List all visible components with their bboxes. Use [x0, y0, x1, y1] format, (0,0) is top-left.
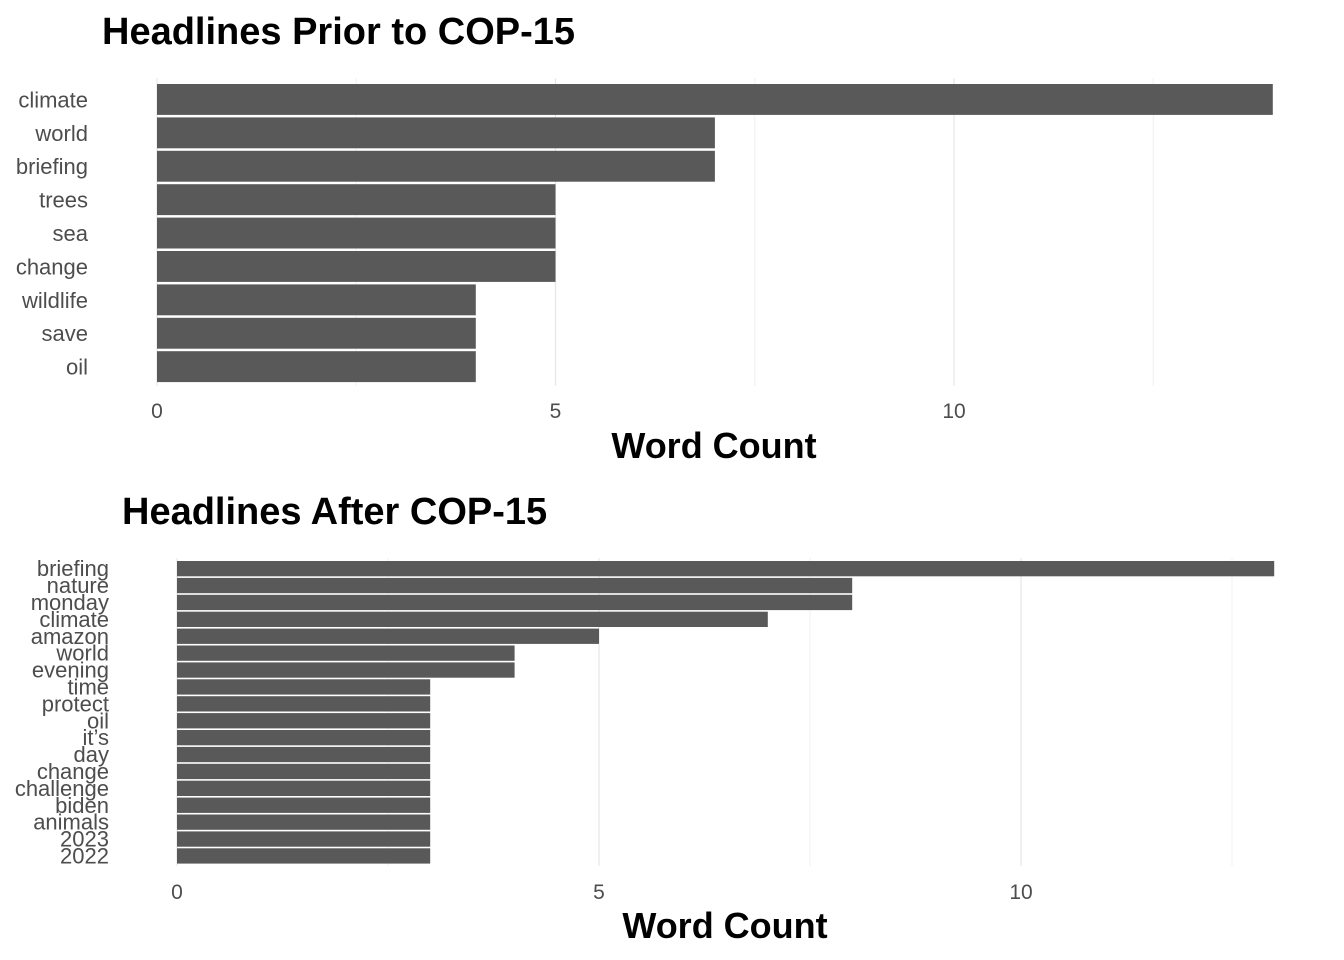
bar-world — [177, 645, 515, 661]
x-axis-label: Word Count — [611, 425, 816, 466]
bar-animals — [177, 814, 431, 830]
bar-save — [157, 317, 476, 349]
bar-evening — [177, 662, 515, 678]
category-label: animals — [33, 810, 109, 835]
x-axis-label: Word Count — [622, 905, 827, 946]
bar-wildlife — [157, 284, 476, 316]
bar-day — [177, 746, 431, 763]
bar-change — [177, 763, 431, 780]
bar-biden — [177, 797, 431, 813]
category-label: world — [55, 641, 109, 666]
bar-nature — [177, 577, 853, 594]
category-label: briefing — [16, 154, 88, 179]
bar-world — [157, 117, 715, 149]
bar-2023 — [177, 831, 431, 847]
category-label: time — [67, 675, 109, 700]
bar-2022 — [177, 848, 431, 864]
category-label: 2023 — [60, 827, 109, 852]
category-label: oil — [87, 708, 109, 733]
category-label: amazon — [31, 624, 109, 649]
x-tick-label: 5 — [593, 881, 605, 904]
bar-sea — [157, 217, 556, 249]
x-tick-label: 0 — [171, 881, 183, 904]
bar-trees — [157, 184, 556, 216]
bar-chart-prior: Headlines Prior to COP-15 climate world br… — [16, 11, 1273, 466]
bar-monday — [177, 594, 853, 611]
bar-protect — [177, 696, 431, 712]
chart-panel-prior: Headlines Prior to COP-15 climate world br… — [16, 11, 1273, 466]
category-label: 2022 — [60, 844, 109, 869]
bar-briefing — [157, 150, 715, 182]
category-label: change — [37, 759, 109, 784]
bar-climate — [157, 84, 1273, 115]
bar-climate — [177, 611, 768, 627]
chart-panel-after: Headlines After COP-15 briefing nature mon… — [0, 480, 1344, 960]
category-label: day — [74, 742, 109, 767]
category-label: change — [16, 254, 88, 279]
bar-amazon — [177, 628, 599, 644]
x-tick-label: 10 — [1009, 881, 1032, 904]
category-label: climate — [39, 607, 109, 632]
category-label: it’s — [83, 725, 110, 750]
category-label: save — [42, 321, 88, 346]
bar-briefing — [177, 561, 1275, 577]
category-label: briefing — [37, 556, 109, 581]
category-label: oil — [66, 355, 88, 380]
category-label: evening — [32, 658, 109, 683]
bar-it’s — [177, 730, 431, 746]
category-label: monday — [31, 590, 109, 615]
category-label: climate — [18, 87, 88, 112]
category-label: wildlife — [21, 288, 88, 313]
category-label: challenge — [15, 776, 109, 801]
category-label: trees — [39, 188, 88, 213]
bar-time — [177, 679, 431, 695]
category-label: biden — [55, 793, 109, 818]
bar-chart-after: Headlines After COP-15 briefingnaturemon… — [15, 491, 1275, 946]
bar-change — [157, 251, 556, 282]
category-label: protect — [42, 691, 109, 716]
chart-title: Headlines After COP-15 — [122, 491, 547, 533]
category-label: world — [34, 121, 88, 146]
bar-oil — [157, 351, 476, 383]
x-tick-label: 5 — [550, 400, 562, 423]
category-label: nature — [47, 573, 109, 598]
bar-challenge — [177, 780, 431, 796]
category-label: sea — [53, 221, 89, 246]
x-tick-label: 10 — [942, 400, 965, 423]
bar-oil — [177, 713, 431, 729]
chart-title: Headlines Prior to COP-15 — [102, 11, 575, 53]
x-tick-label: 0 — [151, 400, 163, 423]
